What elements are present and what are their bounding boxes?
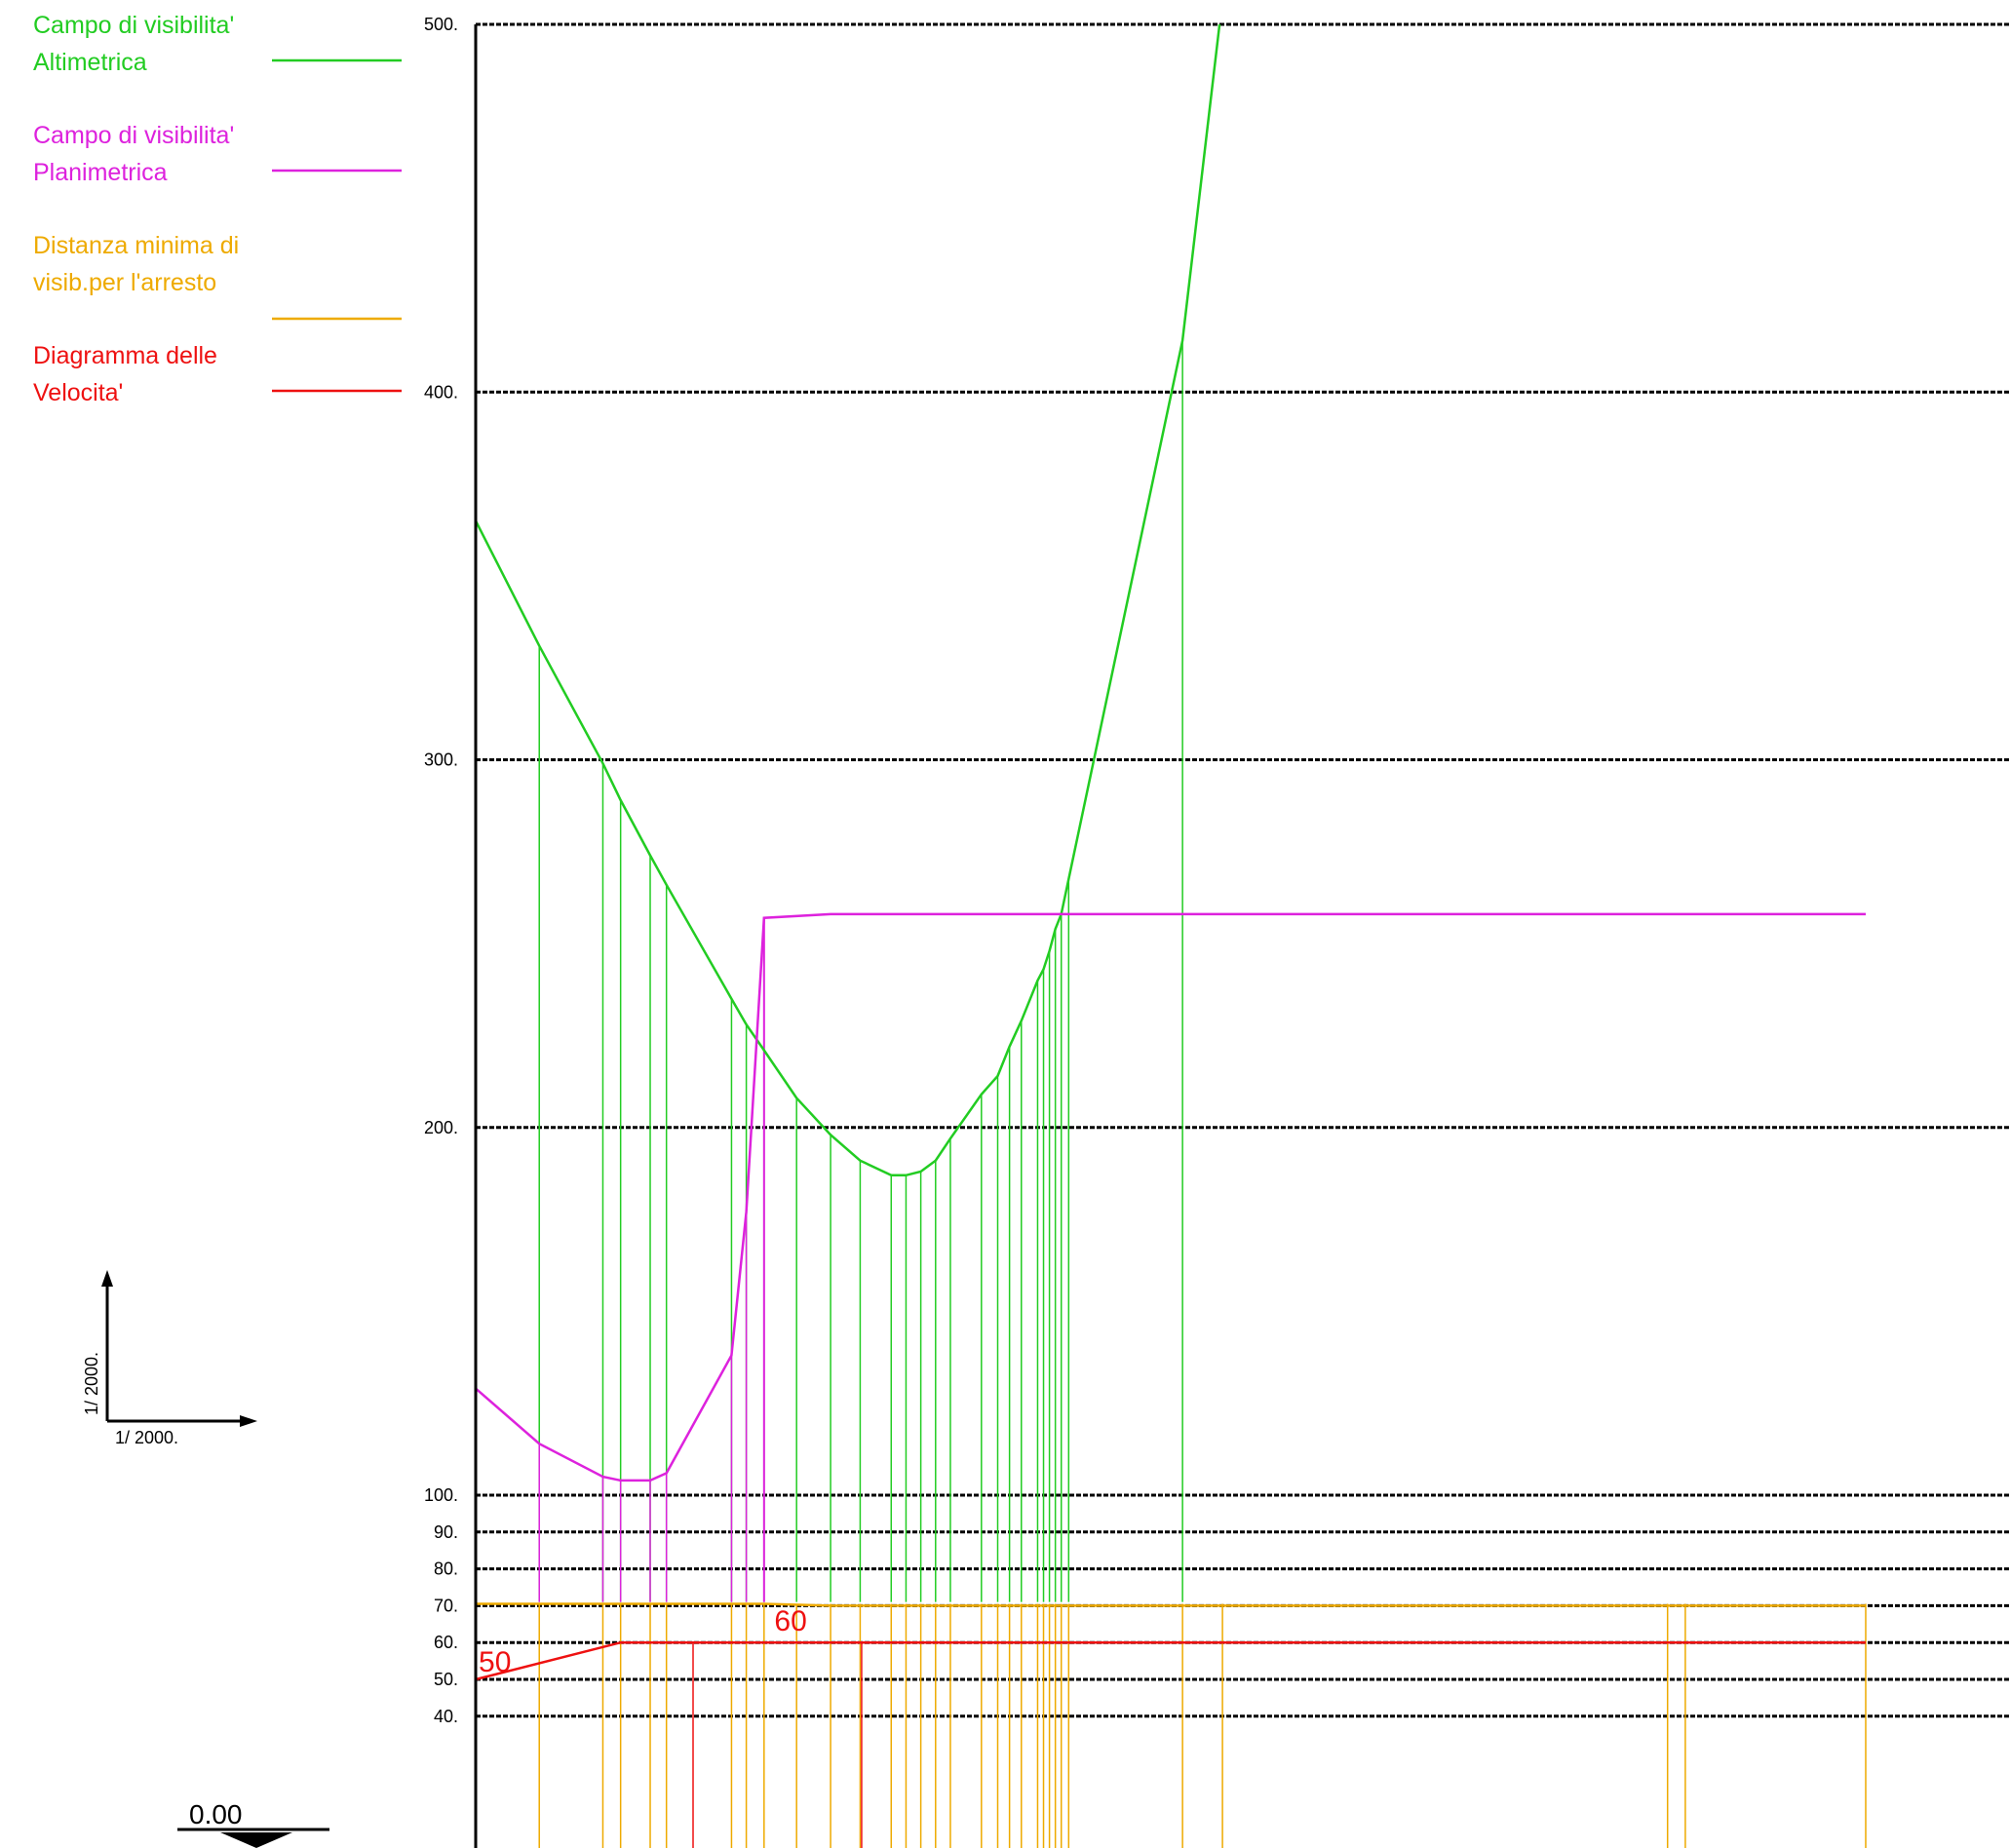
arrow-up-icon (101, 1270, 113, 1287)
y-tick-label: 90. (434, 1522, 458, 1542)
y-tick-label: 50. (434, 1670, 458, 1689)
level-triangle-icon (220, 1832, 292, 1848)
vertical-scale-label: 1/ 2000. (82, 1352, 101, 1415)
legend-text-line: Diagramma delle (33, 342, 217, 369)
legend-text-line: Campo di visibilita' (33, 12, 234, 39)
scale-indicator: 1/ 2000. 1/ 2000. (82, 1270, 257, 1447)
legend-text-line: Velocita' (33, 379, 123, 406)
station-drop-lines (475, 340, 1867, 1848)
speed-label: 50 (479, 1646, 511, 1678)
altimetric-visibility-line (474, 23, 1221, 1177)
legend-text-line: Altimetrica (33, 49, 147, 76)
grid-lines (476, 22, 2010, 1718)
legend-text-line: Distanza minima di (33, 232, 239, 259)
y-tick-label: 400. (424, 382, 458, 402)
speed-diagram-line (475, 1640, 1866, 1681)
speed-annotations: 50 60 (479, 1605, 807, 1678)
y-tick-label: 100. (424, 1485, 458, 1505)
datum-label: 0.00 (189, 1799, 243, 1829)
y-tick-label: 70. (434, 1596, 458, 1615)
legend-text-line: visib.per l'arresto (33, 269, 216, 296)
y-axis-tick-labels: 500. 400. 300. 200. 100. 90. 80. 70. 60. 50. 40. (424, 15, 458, 1726)
y-tick-label: 40. (434, 1707, 458, 1726)
series-lines (474, 23, 1866, 1681)
y-tick-label: 80. (434, 1559, 458, 1579)
arrow-right-icon (240, 1415, 257, 1427)
legend: Campo di visibilita' Altimetrica Campo di … (33, 12, 402, 406)
y-tick-label: 300. (424, 751, 458, 770)
planimetric-visibility-line (475, 912, 1866, 1482)
legend-text-line: Planimetrica (33, 159, 168, 186)
y-tick-label: 60. (434, 1633, 458, 1652)
datum-marker: 0.00 (177, 1799, 329, 1848)
legend-text-line: Campo di visibilita' (33, 122, 234, 149)
stopping-distance-line (476, 1602, 1866, 1607)
speed-label: 60 (774, 1605, 806, 1637)
y-tick-label: 500. (424, 15, 458, 34)
horizontal-scale-label: 1/ 2000. (115, 1428, 178, 1447)
y-tick-label: 200. (424, 1118, 458, 1137)
